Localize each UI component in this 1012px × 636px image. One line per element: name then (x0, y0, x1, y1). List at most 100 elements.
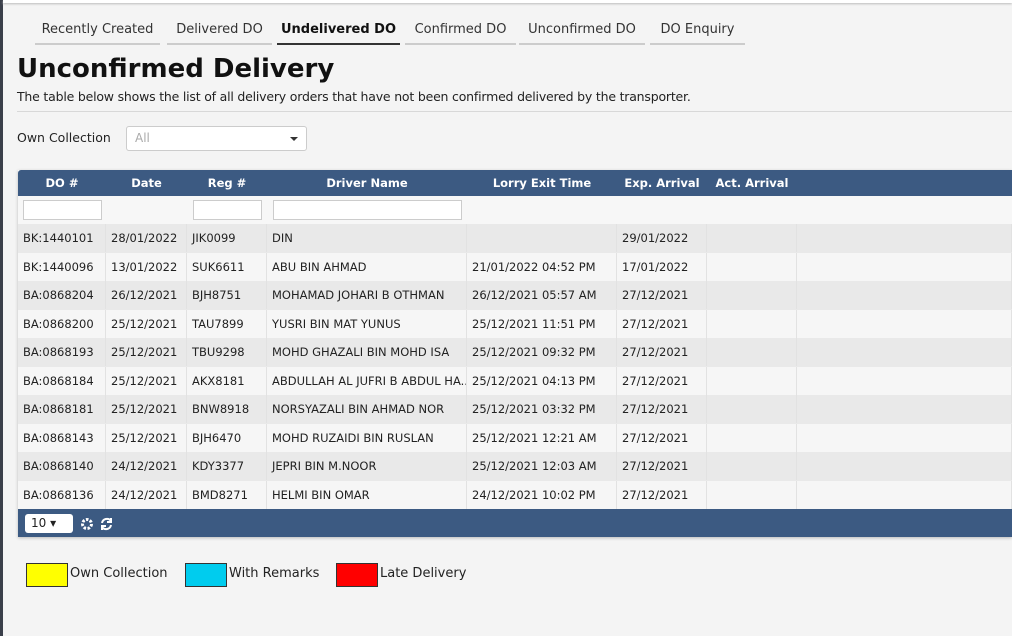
table-cell: TBU9298 (187, 338, 267, 366)
legend-label: With Remarks (229, 566, 320, 581)
table-row: BA:0868184 25/12/2021 AKX8181 ABDULLAH AL J… (18, 366, 1012, 395)
table-row: BK:1440101 28/01/2022 JIK0099 DIN 29/01/2022 (18, 224, 1012, 253)
empty-cell (797, 309, 1012, 338)
table-cell: 25/12/2021 12:03 AM (467, 452, 617, 480)
table-cell: 27/12/2021 (617, 423, 707, 452)
table-cell: MOHAMAD JOHARI B OTHMAN (267, 281, 467, 309)
table-cell: SUK6611 (187, 252, 267, 281)
table-cell: 27/12/2021 (617, 480, 707, 509)
table-cell: 21/01/2022 04:52 PM (467, 252, 617, 281)
tab[interactable]: Recently Created (35, 18, 160, 45)
page-size: 10 (31, 516, 47, 530)
divider (17, 111, 1012, 112)
legend-swatch (336, 563, 378, 587)
table-cell: BA:0868136 (18, 480, 106, 509)
filter-row (18, 196, 1012, 224)
column-header[interactable]: Driver Name (326, 176, 408, 190)
column-header[interactable]: Lorry Exit Time (492, 176, 592, 190)
empty-cell (707, 338, 797, 366)
table-cell: BA:0868204 (18, 281, 106, 309)
tab-active[interactable]: Undelivered DO (277, 18, 400, 45)
table-cell: 24/12/2021 10:02 PM (467, 480, 617, 509)
empty-cell (707, 309, 797, 338)
legend-item: Late Delivery (336, 563, 486, 587)
tab[interactable]: Delivered DO (167, 18, 272, 45)
empty-cell (707, 224, 797, 252)
table-cell: 29/01/2022 (617, 224, 707, 252)
table-cell: JEPRI BIN M.NOOR (267, 452, 467, 480)
column-filter-input[interactable] (193, 200, 262, 220)
column-header[interactable]: DO # (45, 176, 79, 190)
settings-icon[interactable] (81, 518, 93, 530)
empty-cell (707, 252, 797, 281)
table-cell: BA:0868193 (18, 338, 106, 366)
legend-swatch (185, 563, 227, 587)
legend-label: Late Delivery (380, 566, 467, 581)
table-cell: 17/01/2022 (617, 252, 707, 281)
legend-item: Own Collection (26, 563, 176, 587)
table-cell: MOHD RUZAIDI BIN RUSLAN (267, 423, 467, 452)
tab[interactable]: DO Enquiry (650, 18, 745, 45)
table-cell: HELMI BIN OMAR (267, 480, 467, 509)
footer-icons (81, 517, 112, 531)
table-cell: 27/12/2021 (617, 395, 707, 423)
column-filter-input[interactable] (23, 200, 102, 220)
column-header[interactable]: Act. Arrival (715, 176, 789, 190)
table-cell: ABDULLAH AL JUFRI B ABDUL HA... (267, 366, 467, 395)
empty-cell (797, 224, 1012, 252)
column-header[interactable]: Exp. Arrival (624, 176, 700, 190)
table-cell: MOHD GHAZALI BIN MOHD ISA (267, 338, 467, 366)
table-cell: 25/12/2021 (106, 423, 187, 452)
empty-cell (797, 452, 1012, 480)
table-row: BA:0868140 24/12/2021 KDY3377 JEPRI BIN M.N… (18, 452, 1012, 481)
table-cell: BJH8751 (187, 281, 267, 309)
table-cell: 24/12/2021 (106, 452, 187, 480)
table-row: BK:1440096 13/01/2022 SUK6611 ABU BIN AHMAD… (18, 252, 1012, 281)
empty-cell (467, 224, 617, 252)
table-cell: BA:0868140 (18, 452, 106, 480)
table-cell: 25/12/2021 12:21 AM (467, 423, 617, 452)
refresh-icon[interactable] (101, 517, 112, 531)
dropdown-placeholder: All (135, 131, 150, 145)
table-cell: 25/12/2021 03:32 PM (467, 395, 617, 423)
table: 10 ▾ DO # Date Reg # Driver Name Lorry Exit … (18, 170, 1012, 537)
empty-cell (707, 281, 797, 309)
table-cell: TAU7899 (187, 309, 267, 338)
tab[interactable]: Confirmed DO (405, 18, 516, 45)
table-cell: JIK0099 (187, 224, 267, 252)
column-header[interactable]: Date (131, 176, 162, 190)
filter-label: Own Collection (17, 130, 111, 145)
table-cell: 27/12/2021 (617, 366, 707, 395)
legend-label: Own Collection (70, 566, 168, 581)
empty-cell (707, 452, 797, 480)
filter-dropdown[interactable]: All (126, 126, 307, 151)
page-size-select[interactable]: 10 ▾ (25, 514, 73, 533)
page-title: Unconfirmed Delivery (17, 54, 335, 84)
table-cell: DIN (267, 224, 467, 252)
table-row: BA:0868136 24/12/2021 BMD8271 HELMI BIN OMA… (18, 480, 1012, 509)
table-cell: BMD8271 (187, 480, 267, 509)
table-row: BA:0868204 26/12/2021 BJH8751 MOHAMAD JOHAR… (18, 281, 1012, 310)
table-footer (18, 509, 1012, 537)
table-cell: BK:1440096 (18, 252, 106, 281)
empty-cell (707, 366, 797, 395)
tab[interactable]: Unconfirmed DO (519, 18, 645, 45)
empty-cell (797, 281, 1012, 309)
empty-cell (797, 338, 1012, 366)
table-cell: 13/01/2022 (106, 252, 187, 281)
caret (290, 137, 298, 145)
column-header[interactable]: Reg # (207, 176, 247, 190)
table-row: BA:0868193 25/12/2021 TBU9298 MOHD GHAZALI … (18, 338, 1012, 367)
table-cell: YUSRI BIN MAT YUNUS (267, 309, 467, 338)
table-cell: KDY3377 (187, 452, 267, 480)
table-row: BA:0868200 25/12/2021 TAU7899 YUSRI BIN MAT… (18, 309, 1012, 338)
empty-cell (797, 395, 1012, 423)
column-filter-input[interactable] (273, 200, 462, 220)
table-cell: 25/12/2021 (106, 338, 187, 366)
table-cell: 27/12/2021 (617, 281, 707, 309)
table-cell: BK:1440101 (18, 224, 106, 252)
empty-cell (797, 252, 1012, 281)
empty-cell (797, 366, 1012, 395)
table-cell: NORSYAZALI BIN AHMAD NOR (267, 395, 467, 423)
